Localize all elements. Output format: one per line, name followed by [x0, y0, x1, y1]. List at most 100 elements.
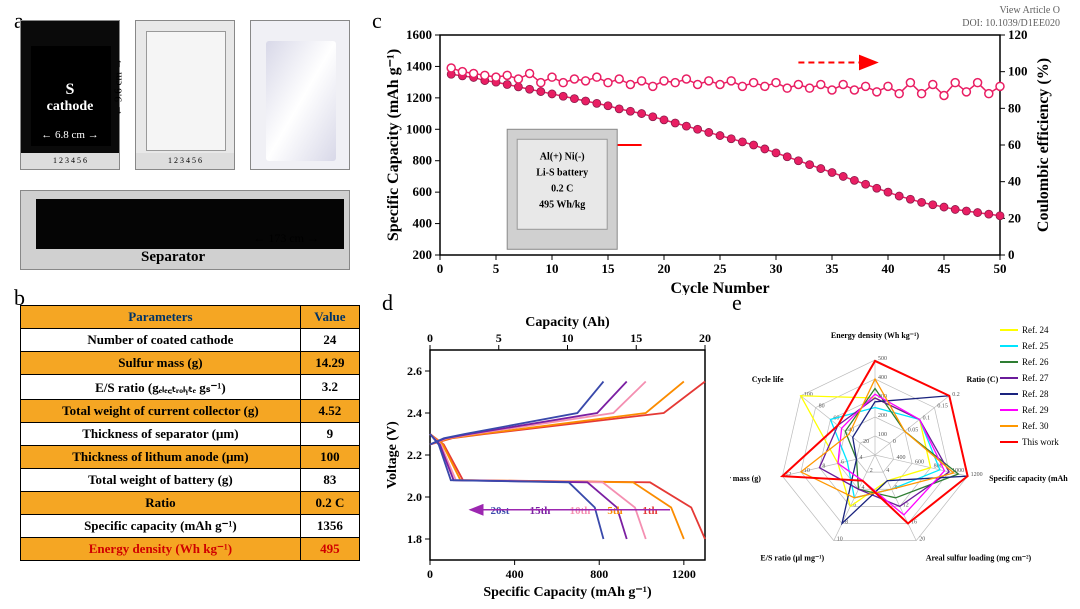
svg-text:0.1: 0.1 — [923, 415, 931, 421]
table-value: 495 — [300, 538, 359, 561]
separator-photo: ← 173 cm → Separator — [20, 190, 350, 270]
svg-text:Capacity (Ah): Capacity (Ah) — [525, 315, 610, 330]
table-param: E/S ratio (gₑₗₑ꜀ₜᵣₒₗᵧₜₑ gₛ⁻¹) — [21, 375, 301, 400]
svg-text:0: 0 — [427, 331, 433, 345]
svg-text:80: 80 — [819, 404, 825, 410]
svg-text:100: 100 — [878, 432, 887, 438]
svg-text:0: 0 — [427, 567, 433, 581]
parameters-table: Parameters Value Number of coated cathod… — [20, 305, 360, 561]
svg-text:10th: 10th — [570, 505, 591, 517]
cycling-chart: 0510152025303540455020040060080010001200… — [380, 20, 1060, 295]
view-article: View Article O — [1000, 5, 1061, 16]
svg-text:1000: 1000 — [406, 121, 432, 136]
svg-text:6: 6 — [841, 459, 844, 465]
table-value: 100 — [300, 446, 359, 469]
svg-text:Cycle life: Cycle life — [752, 375, 784, 384]
svg-text:40: 40 — [1008, 174, 1021, 189]
assembly-photo: 1 2 3 4 5 6 — [135, 20, 235, 170]
table-param: Ratio — [21, 492, 301, 515]
svg-text:10: 10 — [546, 261, 559, 276]
svg-text:0.2: 0.2 — [952, 392, 960, 398]
svg-text:2.2: 2.2 — [407, 448, 422, 462]
svg-text:Ref. 26: Ref. 26 — [1022, 357, 1049, 367]
svg-text:E/S ratio (μl mg⁻¹): E/S ratio (μl mg⁻¹) — [760, 553, 824, 562]
svg-text:40: 40 — [882, 261, 895, 276]
svg-text:10: 10 — [562, 331, 574, 345]
svg-text:80: 80 — [1008, 100, 1021, 115]
table-param: Sulfur mass (g) — [21, 352, 301, 375]
svg-text:60: 60 — [1008, 137, 1021, 152]
pouch-photo — [250, 20, 350, 170]
svg-text:5: 5 — [496, 331, 502, 345]
table-header-row: Parameters Value — [21, 306, 360, 329]
svg-text:800: 800 — [590, 567, 608, 581]
svg-text:4: 4 — [886, 468, 889, 474]
svg-text:495 Wh/kg: 495 Wh/kg — [539, 199, 585, 210]
svg-text:Ref. 28: Ref. 28 — [1022, 389, 1049, 399]
svg-text:Specific Capacity (mAh g⁻¹): Specific Capacity (mAh g⁻¹) — [385, 49, 402, 241]
svg-text:20: 20 — [863, 439, 869, 445]
svg-text:Li-S battery: Li-S battery — [536, 167, 588, 178]
svg-text:This work: This work — [1022, 437, 1059, 447]
svg-text:120: 120 — [1008, 27, 1028, 42]
svg-text:35: 35 — [826, 261, 840, 276]
svg-text:Specific capacity (mAh g⁻¹): Specific capacity (mAh g⁻¹) — [989, 474, 1070, 483]
svg-text:Coulombic efficiency (%): Coulombic efficiency (%) — [1035, 58, 1052, 232]
svg-text:20st: 20st — [491, 505, 510, 517]
svg-text:1200: 1200 — [672, 567, 696, 581]
svg-text:15: 15 — [602, 261, 616, 276]
svg-text:2.4: 2.4 — [407, 406, 422, 420]
table-param: Total weight of current collector (g) — [21, 400, 301, 423]
header-param: Parameters — [21, 306, 301, 329]
svg-text:2.6: 2.6 — [407, 364, 422, 378]
svg-text:8: 8 — [822, 464, 825, 470]
table-value: 1356 — [300, 515, 359, 538]
radar-chart: Energy density (Wh kg⁻¹)100200300400500R… — [730, 300, 1070, 600]
svg-text:20: 20 — [1008, 210, 1021, 225]
svg-text:20: 20 — [658, 261, 671, 276]
svg-text:0.15: 0.15 — [937, 404, 948, 410]
svg-text:2: 2 — [870, 468, 873, 474]
svg-text:45: 45 — [938, 261, 952, 276]
svg-text:30: 30 — [770, 261, 783, 276]
svg-text:0.05: 0.05 — [908, 427, 919, 433]
svg-text:15th: 15th — [530, 505, 551, 517]
svg-text:10: 10 — [837, 537, 843, 543]
svg-text:500: 500 — [878, 356, 887, 362]
svg-text:Cycle Number: Cycle Number — [670, 280, 769, 295]
svg-text:Ref. 27: Ref. 27 — [1022, 373, 1049, 383]
table-value: 14.29 — [300, 352, 359, 375]
svg-text:4: 4 — [859, 455, 862, 461]
svg-text:15: 15 — [630, 331, 642, 345]
table-param: Specific capacity (mAh g⁻¹) — [21, 515, 301, 538]
svg-text:0: 0 — [893, 439, 896, 445]
svg-text:20: 20 — [699, 331, 711, 345]
svg-text:1400: 1400 — [406, 58, 432, 73]
svg-text:2.0: 2.0 — [407, 490, 422, 504]
svg-text:Areal sulfur loading (mg cm⁻²): Areal sulfur loading (mg cm⁻²) — [926, 553, 1032, 562]
svg-text:Ref. 30: Ref. 30 — [1022, 421, 1049, 431]
svg-text:25: 25 — [714, 261, 728, 276]
svg-text:800: 800 — [413, 153, 433, 168]
svg-text:5: 5 — [493, 261, 500, 276]
cathode-photo: S cathode ← 6.8 cm → ← 9.6 cm → 1 2 3 4 … — [20, 20, 120, 170]
table-value: 3.2 — [300, 375, 359, 400]
svg-text:400: 400 — [878, 375, 887, 381]
table-value: 9 — [300, 423, 359, 446]
table-param: Total weight of battery (g) — [21, 469, 301, 492]
svg-text:Voltage (V): Voltage (V) — [385, 421, 400, 489]
table-param: Thickness of separator (μm) — [21, 423, 301, 446]
svg-text:200: 200 — [413, 247, 433, 262]
voltage-profile-chart: 04008001200051015201.82.02.22.42.6Specif… — [380, 310, 720, 600]
svg-text:1600: 1600 — [406, 27, 432, 42]
svg-text:400: 400 — [897, 455, 906, 461]
svg-text:Ref. 24: Ref. 24 — [1022, 325, 1049, 335]
table-value: 83 — [300, 469, 359, 492]
svg-text:Specific Capacity (mAh g⁻¹): Specific Capacity (mAh g⁻¹) — [483, 585, 652, 600]
svg-text:5th: 5th — [607, 505, 622, 517]
svg-text:1200: 1200 — [406, 90, 432, 105]
svg-text:Ref. 29: Ref. 29 — [1022, 405, 1049, 415]
svg-text:Ref. 25: Ref. 25 — [1022, 341, 1049, 351]
table-param: Energy density (Wh kg⁻¹) — [21, 538, 301, 561]
svg-text:1.8: 1.8 — [407, 532, 422, 546]
